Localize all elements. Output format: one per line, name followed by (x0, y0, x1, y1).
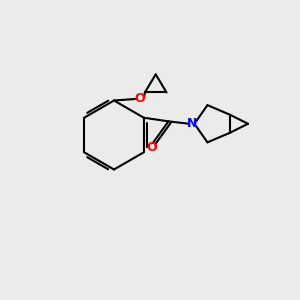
Text: O: O (134, 92, 145, 106)
Text: N: N (187, 117, 198, 130)
Text: O: O (146, 141, 157, 154)
